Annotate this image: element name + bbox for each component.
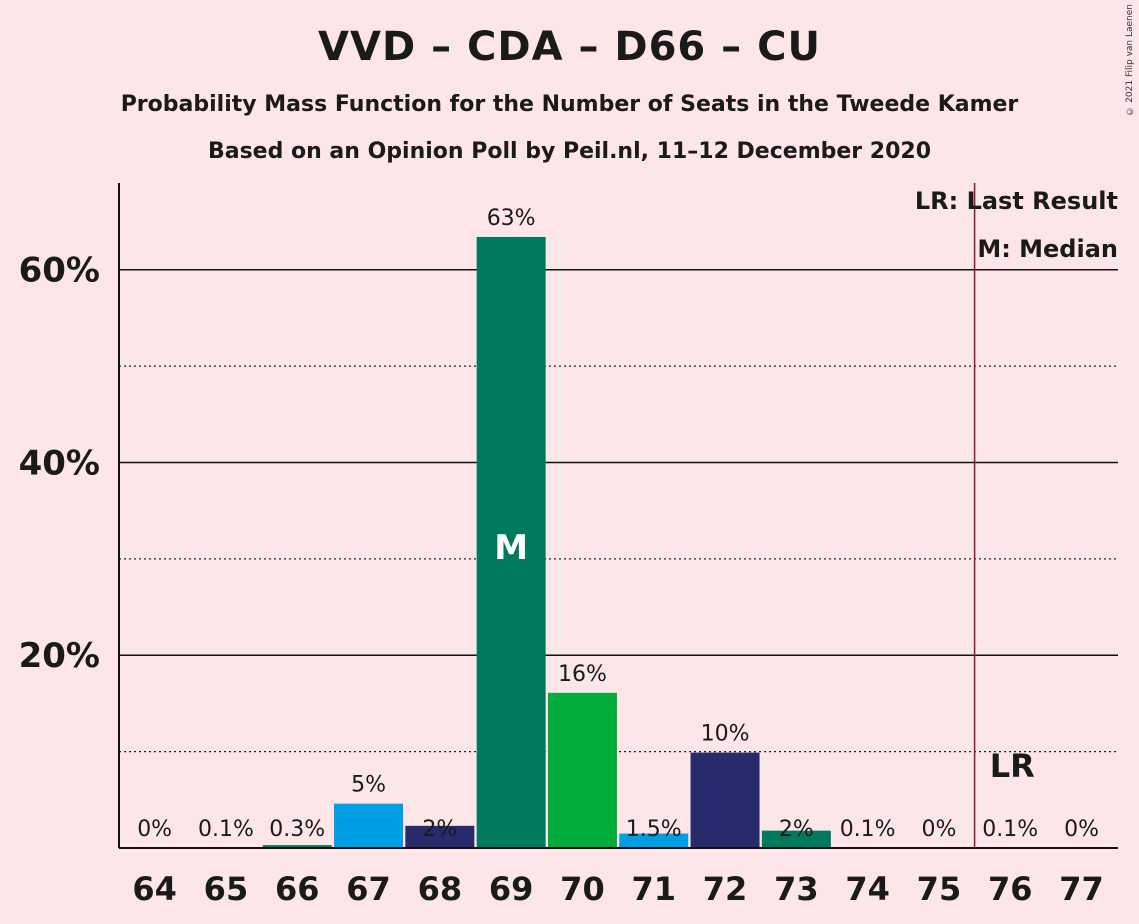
x-tick-label: 72: [703, 870, 748, 908]
bar-seat-70: [547, 692, 617, 848]
value-label: 0.1%: [840, 817, 896, 842]
legend-last-result: LR: Last Result: [915, 187, 1118, 215]
chart-subtitle: Probability Mass Function for the Number…: [120, 92, 1019, 117]
value-label: 2%: [779, 817, 814, 842]
x-tick-label: 75: [917, 870, 962, 908]
x-tick-label: 69: [489, 870, 534, 908]
x-tick-label: 77: [1059, 870, 1104, 908]
x-tick-label: 68: [418, 870, 463, 908]
bar-seat-68: [405, 825, 475, 848]
bar-seat-69: [476, 236, 546, 848]
x-tick-label: 66: [275, 870, 320, 908]
chart-source-subtitle: Based on an Opinion Poll by Peil.nl, 11–…: [207, 139, 932, 164]
y-tick-label: 60%: [19, 251, 100, 291]
value-label: 0.1%: [982, 817, 1038, 842]
last-result-marker: LR: [990, 747, 1035, 785]
y-tick-label: 40%: [19, 443, 100, 483]
value-label: 0%: [921, 817, 956, 842]
y-tick-label: 20%: [19, 636, 100, 676]
value-label: 0.3%: [269, 817, 325, 842]
x-tick-label: 71: [631, 870, 676, 908]
bar-seat-73: [761, 830, 831, 848]
value-label: 10%: [701, 722, 750, 747]
chart-title: VVD – CDA – D66 – CU: [318, 24, 821, 70]
value-label: 1.5%: [626, 817, 682, 842]
legend-median: M: Median: [977, 235, 1118, 263]
x-tick-label: 65: [204, 870, 249, 908]
value-label: 0%: [1064, 817, 1099, 842]
value-label: 0%: [137, 817, 172, 842]
value-label: 0.1%: [198, 817, 254, 842]
x-tick-label: 70: [560, 870, 605, 908]
value-label: 2%: [422, 817, 457, 842]
value-label: 63%: [487, 206, 536, 231]
bar-seat-72: [690, 752, 760, 848]
bar-seat-66: [262, 845, 332, 848]
bar-seat-67: [334, 803, 404, 848]
x-tick-label: 64: [132, 870, 177, 908]
median-marker: M: [494, 528, 528, 568]
value-label: 16%: [558, 662, 607, 687]
x-tick-label: 73: [774, 870, 819, 908]
x-tick-label: 76: [988, 870, 1033, 908]
x-tick-label: 67: [346, 870, 391, 908]
value-label: 5%: [351, 773, 386, 798]
bar-seat-71: [619, 833, 689, 848]
x-tick-label: 74: [845, 870, 890, 908]
